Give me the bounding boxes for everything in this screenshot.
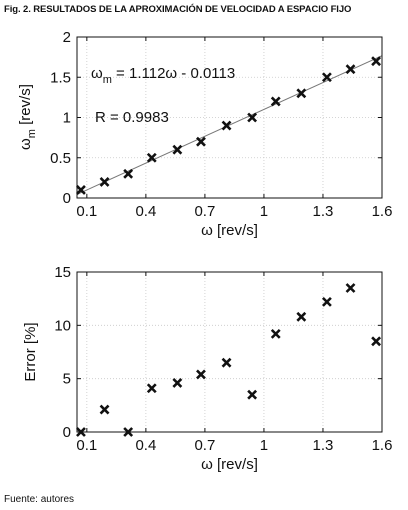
figure-source: Fuente: autores xyxy=(4,494,75,505)
chart2-data-point-5 xyxy=(196,369,206,380)
chart1-y-label-unit: [rev/s] xyxy=(17,84,34,129)
chart1-data-point-6 xyxy=(221,120,232,131)
chart2-data-point-12 xyxy=(371,336,382,347)
chart1-data-point-11 xyxy=(345,64,356,75)
chart-speed-fit: ωm [rev/s] 0.1 0.4 0.7 1 1.3 1.6 0 0.5 1 1.5 2 ω [r… xyxy=(17,29,392,239)
chart2-y-tick-label-3: 15 xyxy=(54,264,71,281)
chart2-data-point-11 xyxy=(345,283,356,293)
chart1-data-point-0 xyxy=(76,185,86,195)
chart2-data-point-3 xyxy=(146,383,157,394)
chart1-y-tick-label-1: 0.5 xyxy=(50,150,71,167)
chart1-data-point-4 xyxy=(172,144,183,155)
chart2-data-point-8 xyxy=(270,328,281,339)
figure-charts: ωm [rev/s] 0.1 0.4 0.7 1 1.3 1.6 0 0.5 1 1.5 2 ω [r… xyxy=(17,29,392,473)
chart2-y-tick-label-2: 10 xyxy=(54,317,71,334)
chart2-data-point-7 xyxy=(247,389,258,400)
figure-title: Fig. 2. RESULTADOS DE LA APROXIMACIÓN DE… xyxy=(4,4,351,15)
chart1-fit-line xyxy=(76,55,383,195)
chart1-x-tick-label-4: 1.3 xyxy=(313,203,334,220)
chart1-x-axis-label: ω [rev/s] xyxy=(201,222,258,239)
chart1-x-tick-label-3: 1 xyxy=(260,203,268,220)
chart1-data-point-7 xyxy=(247,112,258,123)
chart2-x-tick-label-0: 0.1 xyxy=(76,437,97,454)
chart1-x-tick-label-2: 0.7 xyxy=(194,203,215,220)
chart2-y-tick-label-1: 5 xyxy=(63,371,71,388)
chart1-r-annotation: R = 0.9983 xyxy=(95,109,169,126)
chart2-y-tick-label-0: 0 xyxy=(63,424,71,441)
chart1-y-axis-label: ωm [rev/s] xyxy=(17,84,38,150)
chart2-data-point-1 xyxy=(99,404,110,415)
chart1-y-tick-label-0: 0 xyxy=(63,190,71,207)
chart1-y-label-sub: m xyxy=(26,129,38,138)
chart2-data-point-0 xyxy=(76,427,86,437)
chart1-data-point-9 xyxy=(296,88,307,99)
chart2-data-point-4 xyxy=(172,378,183,388)
chart1-data-point-3 xyxy=(146,152,157,163)
chart1-x-tick-label-0: 0.1 xyxy=(76,203,97,220)
chart1-y-label-main: ω xyxy=(17,138,34,150)
chart2-y-axis-label: Error [%] xyxy=(22,322,39,381)
chart1-data-point-5 xyxy=(196,136,206,147)
chart1-data-point-12 xyxy=(371,56,382,67)
chart2-data-point-10 xyxy=(321,296,332,307)
figure-title-text: RESULTADOS DE LA APROXIMACIÓN DE VELOCID… xyxy=(33,4,352,15)
chart2-x-tick-label-3: 1 xyxy=(260,437,268,454)
chart1-x-tick-label-5: 1.6 xyxy=(372,203,393,220)
chart1-data-point-1 xyxy=(99,176,110,187)
chart1-y-tick-label-2: 1 xyxy=(63,110,71,127)
chart1-y-tick-label-3: 1.5 xyxy=(50,69,71,86)
chart2-x-tick-label-5: 1.6 xyxy=(372,437,393,454)
chart1-y-tick-label-4: 2 xyxy=(63,29,71,46)
chart2-data-point-6 xyxy=(221,357,232,368)
chart1-x-tick-label-1: 0.4 xyxy=(135,203,156,220)
chart2-x-tick-label-4: 1.3 xyxy=(313,437,334,454)
chart2-axes-frame xyxy=(76,271,383,433)
chart2-x-tick-label-2: 0.7 xyxy=(194,437,215,454)
chart1-equation-annotation: ωm = 1.112ω - 0.0113 xyxy=(91,65,235,86)
chart1-data-point-8 xyxy=(270,96,281,107)
chart2-plot-area xyxy=(77,272,382,432)
chart2-x-axis-label: ω [rev/s] xyxy=(201,456,258,473)
chart2-data-point-9 xyxy=(296,311,307,322)
chart2-x-tick-label-1: 0.4 xyxy=(135,437,156,454)
chart-error: Error [%] 0.1 0.4 0.7 1 1.3 1.6 0 5 10 15 ω [rev/s… xyxy=(22,264,392,473)
chart1-data-point-2 xyxy=(123,168,134,179)
figure-label: Fig. 2. xyxy=(4,4,31,15)
chart1-data-point-10 xyxy=(321,72,332,83)
chart2-data-point-2 xyxy=(123,427,134,437)
